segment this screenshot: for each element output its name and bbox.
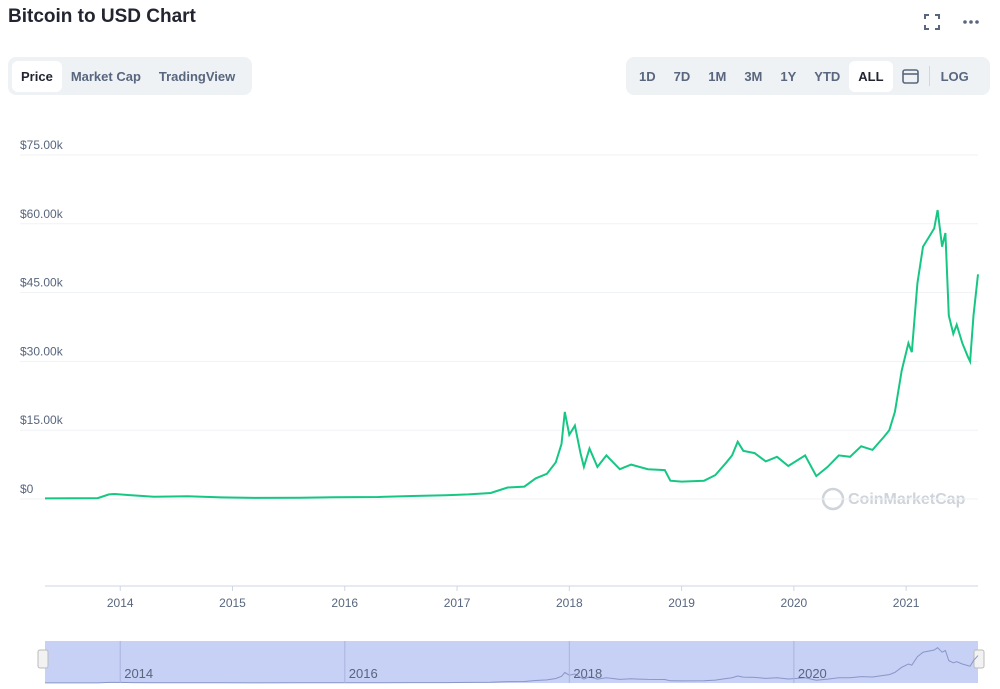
navigator-handle[interactable] (37, 649, 49, 669)
navigator-label: 2016 (349, 666, 378, 681)
y-tick-label: $45.00k (20, 276, 64, 290)
fullscreen-icon[interactable] (924, 14, 940, 30)
y-tick-label: $15.00k (20, 413, 64, 427)
navigator-line (45, 647, 979, 684)
log-button[interactable]: LOG (940, 68, 969, 84)
x-tick-label: 2020 (781, 596, 808, 610)
x-tick-label: 2016 (331, 596, 358, 610)
tab[interactable]: TradingView (158, 68, 236, 84)
y-tick-label: $60.00k (20, 207, 64, 221)
tab[interactable]: Price (12, 60, 62, 92)
separator (928, 66, 930, 86)
range-group: 1D 7D 1M 3M 1Y YTD ALL LOG (626, 57, 990, 95)
tab-group: Price Market Cap TradingView (8, 57, 252, 95)
calendar-icon[interactable] (893, 68, 927, 84)
icons (924, 14, 980, 30)
range-button[interactable]: 1M (708, 68, 727, 84)
x-tick-label: 2014 (107, 596, 134, 610)
range-button[interactable]: 7D (673, 68, 691, 84)
y-tick-label: $0 (20, 482, 34, 496)
x-tick-label: 2019 (668, 596, 695, 610)
range-button[interactable]: 1D (639, 68, 656, 84)
range-button[interactable]: ALL (849, 60, 893, 92)
x-tick-label: 2021 (893, 596, 920, 610)
range-button[interactable]: 1Y (780, 68, 797, 84)
x-tick-label: 2015 (219, 596, 246, 610)
x-tick-label: 2017 (444, 596, 471, 610)
navigator-label: 2014 (124, 666, 153, 681)
more-icon[interactable] (962, 14, 980, 30)
navigator (45, 641, 978, 683)
price-line (44, 209, 979, 500)
y-tick-label: $30.00k (20, 344, 64, 358)
range-button[interactable]: YTD (814, 68, 841, 84)
tab[interactable]: Market Cap (70, 68, 141, 84)
x-tick-label: 2018 (556, 596, 583, 610)
navigator-handle[interactable] (973, 649, 985, 669)
navigator-label: 2018 (573, 666, 602, 681)
y-tick-label: $75.00k (20, 138, 64, 152)
chart-title: Bitcoin to USD Chart (8, 6, 196, 27)
navigator-label: 2020 (798, 666, 827, 681)
range-button[interactable]: 3M (744, 68, 763, 84)
